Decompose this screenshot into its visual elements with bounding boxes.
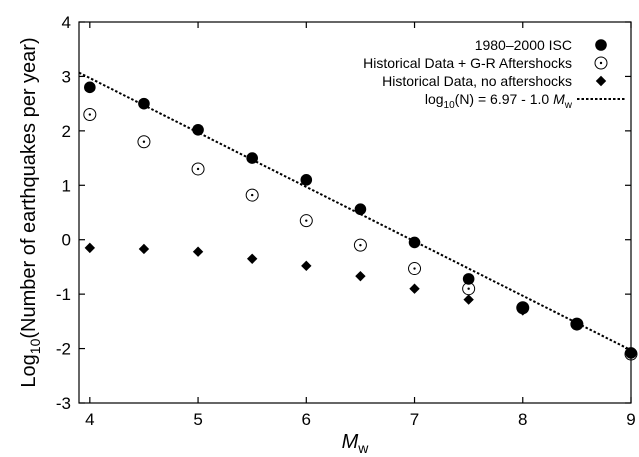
historical-gr-point-dot: [467, 287, 470, 290]
y-axis-title-log: Log: [18, 354, 40, 387]
historical-gr-point-dot: [250, 193, 254, 197]
historical-gr-point-ring: [353, 238, 367, 252]
historical-gr-point-ring: [137, 135, 151, 149]
tick-labels: 4 5 6 7 8 9 -3 -2 -1 0 1 2 3 4: [56, 13, 636, 429]
legend-marker-isc: [595, 39, 607, 51]
legend-fit-log-subscript: 10: [444, 100, 456, 111]
historical-gr-point-ring: [570, 317, 584, 331]
historical-no-aftershocks-point: [192, 246, 204, 257]
historical-gr-point-ring: [299, 214, 313, 228]
historical-no-aftershocks-point: [517, 305, 528, 316]
legend-marker-historical-gr-dot: [599, 61, 603, 65]
plot-frame: [78, 21, 632, 404]
historical-no-aftershocks-point: [463, 294, 474, 305]
points-layer: [83, 81, 638, 361]
legend-fit-var: M: [553, 91, 565, 107]
axis-ticks: [79, 21, 632, 404]
historical-no-aftershocks-point: [301, 260, 312, 272]
historical-no-aftershocks-point: [246, 253, 258, 264]
x-tick-label: 6: [302, 410, 311, 429]
fit-line-layer: [78, 71, 632, 352]
isc-point: [246, 152, 258, 164]
x-axis-var-subscript: w: [357, 440, 369, 456]
historical-no-aftershocks-point: [355, 270, 366, 282]
isc-point: [84, 81, 96, 94]
legend-marker-historical-gr-ring: [594, 56, 608, 70]
y-axis-title-subscript: 10: [27, 338, 43, 354]
historical-gr-point-ring: [245, 188, 259, 202]
historical-gr-point: [137, 135, 151, 149]
historical-gr-point-ring: [83, 108, 97, 122]
historical-gr-point-dot: [305, 219, 308, 222]
historical-gr-point: [408, 262, 422, 276]
historical-gr-point: [353, 238, 367, 252]
historical-no-aftershocks-point: [625, 347, 637, 359]
historical-gr-point-dot: [196, 167, 200, 171]
historical-gr-point: [191, 162, 205, 176]
x-tick-label: 7: [410, 410, 419, 429]
y-tick-label: 4: [62, 13, 71, 32]
historical-gr-point-dot: [142, 140, 146, 143]
historical-no-aftershocks-point: [409, 283, 420, 294]
legend-label-fit: log10(N) = 6.97 - 1.0 Mw: [425, 91, 573, 111]
x-tick-label: 4: [85, 410, 94, 429]
historical-no-aftershocks-point: [138, 243, 150, 255]
historical-gr-point-dot: [359, 243, 362, 247]
legend-label-isc: 1980–2000 ISC: [475, 37, 572, 53]
y-tick-label: -3: [56, 394, 71, 413]
x-axis-var: M: [342, 431, 359, 453]
historical-gr-point-dot: [88, 113, 92, 116]
historical-gr-point-dot: [413, 267, 416, 270]
y-tick-label: -2: [56, 340, 71, 359]
x-tick-label: 9: [626, 410, 635, 429]
y-tick-label: 1: [62, 176, 71, 195]
y-tick-label: 0: [62, 231, 71, 250]
isc-point: [192, 123, 204, 136]
legend-fit-var-subscript: w: [564, 100, 573, 111]
y-tick-label: 2: [62, 122, 71, 141]
y-tick-label: 3: [62, 67, 71, 86]
legend-markers: [577, 39, 625, 100]
fit-line: [78, 71, 632, 352]
legend-marker-historical-no-aftershocks: [595, 75, 607, 87]
isc-point: [354, 203, 367, 216]
legend-label-historical-no-aftershocks: Historical Data, no aftershocks: [382, 73, 572, 89]
historical-gr-point: [83, 108, 97, 122]
y-axis-title: Log10(Number of earthquakes per year): [18, 37, 43, 387]
isc-point: [300, 174, 313, 186]
historical-gr-point: [299, 214, 313, 228]
y-axis-title-rest: (Number of earthquakes per year): [18, 37, 40, 338]
legend-fit-equation: (N) = 6.97 - 1.0: [455, 91, 553, 107]
legend: 1980–2000 ISC Historical Data + G-R Afte…: [363, 37, 625, 111]
legend-marker-historical-gr: [594, 56, 608, 70]
x-axis-title: Mw: [342, 431, 370, 456]
historical-no-aftershocks-point: [571, 318, 583, 330]
x-tick-label: 5: [193, 410, 202, 429]
isc-point: [408, 236, 421, 249]
legend-label-historical-gr: Historical Data + G-R Aftershocks: [363, 55, 572, 71]
historical-gr-point-ring: [408, 262, 422, 276]
historical-gr-point-ring: [191, 162, 205, 176]
x-tick-label: 8: [518, 410, 527, 429]
legend-fit-log: log: [425, 91, 444, 107]
historical-gr-point: [245, 188, 259, 202]
y-tick-label: -1: [56, 285, 71, 304]
isc-point: [462, 273, 475, 285]
isc-point: [138, 97, 150, 110]
historical-no-aftershocks-point: [84, 242, 96, 254]
